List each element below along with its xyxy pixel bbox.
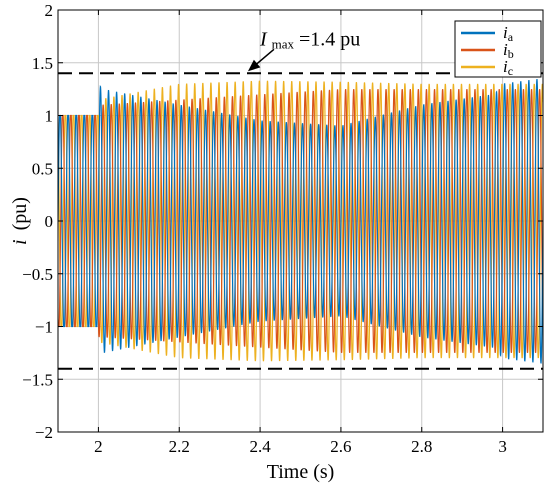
imax-variable: I (259, 28, 268, 50)
y-tick-labels: −2 −1.5 −1 −0.5 0 0.5 1 1.5 2 (22, 1, 543, 442)
legend-label-b: ib (503, 40, 514, 61)
imax-subscript: max (272, 36, 295, 51)
imax-value: =1.4 pu (299, 28, 360, 50)
y-axis-variable: i (9, 239, 31, 245)
legend-var: i (503, 23, 508, 42)
legend-subscript: b (508, 47, 514, 61)
y-tick-label: 1.5 (32, 54, 53, 73)
y-tick-label: 0 (45, 212, 54, 231)
y-tick-label: −1 (35, 318, 53, 337)
y-axis-label: i (pu) (9, 197, 31, 245)
x-tick-label: 2 (94, 437, 103, 456)
legend-var: i (503, 40, 508, 59)
imax-annotation: I max =1.4 pu (247, 28, 360, 72)
series-layer (58, 78, 543, 364)
x-tick-label: 2.4 (249, 437, 271, 456)
legend-var: i (503, 57, 508, 76)
imax-arrow-head (247, 59, 261, 72)
legend-label-c: ic (503, 57, 513, 78)
imax-label: I max =1.4 pu (259, 28, 360, 53)
y-tick-label: −1.5 (22, 370, 53, 389)
y-tick-label: 1 (45, 107, 54, 126)
x-tick-label: 3 (498, 437, 507, 456)
y-tick-label: −0.5 (22, 265, 53, 284)
legend-subscript: c (508, 64, 513, 78)
series-line-b (58, 89, 543, 353)
series-line-a (58, 78, 543, 364)
series-line-c (58, 80, 543, 362)
x-tick-labels: 2 2.2 2.4 2.6 2.8 3 (94, 10, 507, 456)
legend-subscript: a (508, 30, 514, 44)
x-tick-label: 2.2 (169, 437, 190, 456)
imax-arrow (253, 48, 275, 67)
legend-label-a: ia (503, 23, 514, 44)
y-axis-unit: (pu) (9, 197, 31, 230)
x-tick-label: 2.6 (330, 437, 351, 456)
y-tick-label: 0.5 (32, 159, 53, 178)
x-axis-label: Time (s) (267, 461, 335, 483)
y-tick-label: 2 (45, 1, 54, 20)
y-tick-label: −2 (35, 423, 53, 442)
x-tick-label: 2.8 (411, 437, 432, 456)
